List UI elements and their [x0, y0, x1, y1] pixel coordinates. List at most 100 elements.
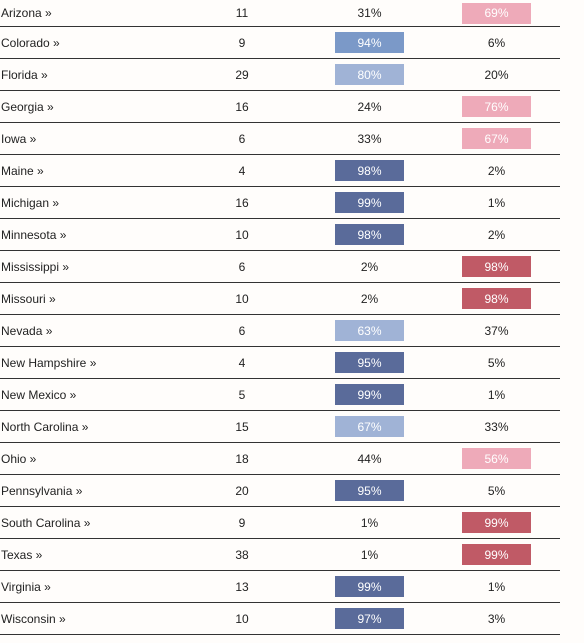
- electoral-votes-cell: 6: [238, 259, 246, 274]
- state-cell: Florida »: [1, 59, 221, 90]
- rep-win-percentage: 67%: [462, 128, 531, 149]
- table-row: Arizona » 11 31% 69%: [0, 0, 560, 27]
- state-link[interactable]: Mississippi »: [1, 259, 70, 274]
- table-row: Georgia » 16 24% 76%: [0, 91, 560, 123]
- rep-win-cell: 69%: [462, 0, 531, 26]
- dem-win-percentage: 99%: [335, 384, 404, 405]
- electoral-votes-cell: 10: [235, 291, 249, 306]
- rep-win-percentage: 2%: [487, 227, 506, 242]
- dem-win-cell: 95%: [335, 347, 404, 378]
- rep-win-percentage: 2%: [487, 163, 506, 178]
- rep-win-cell: 1%: [462, 571, 531, 602]
- state-link[interactable]: Minnesota »: [1, 227, 67, 242]
- dem-win-cell: 63%: [335, 315, 404, 346]
- rep-win-percentage: 1%: [487, 195, 506, 210]
- state-link[interactable]: Virginia »: [1, 579, 51, 594]
- dem-win-percentage: 98%: [335, 160, 404, 181]
- rep-win-percentage: 98%: [462, 256, 531, 277]
- table-row: Colorado » 9 94% 6%: [0, 27, 560, 59]
- state-link[interactable]: Colorado »: [1, 35, 60, 50]
- dem-win-percentage: 99%: [335, 576, 404, 597]
- dem-win-cell: 44%: [335, 443, 404, 474]
- electoral-votes-cell: 13: [235, 579, 249, 594]
- state-cell: Michigan »: [1, 187, 221, 218]
- state-cell: South Carolina »: [1, 507, 221, 538]
- table-row: Pennsylvania » 20 95% 5%: [0, 475, 560, 507]
- table-row: Iowa » 6 33% 67%: [0, 123, 560, 155]
- electoral-votes-cell: 4: [238, 163, 246, 178]
- table-row: Virginia » 13 99% 1%: [0, 571, 560, 603]
- state-cell: Missouri »: [1, 283, 221, 314]
- rep-win-percentage: 98%: [462, 288, 531, 309]
- state-cell: Nevada »: [1, 315, 221, 346]
- state-link[interactable]: Georgia »: [1, 99, 54, 114]
- state-link[interactable]: South Carolina »: [1, 515, 91, 530]
- rep-win-cell: 33%: [462, 411, 531, 442]
- dem-win-percentage: 63%: [335, 320, 404, 341]
- table-row: Missouri » 10 2% 98%: [0, 283, 560, 315]
- state-link[interactable]: Missouri »: [1, 291, 56, 306]
- rep-win-cell: 1%: [462, 379, 531, 410]
- rep-win-percentage: 20%: [484, 67, 509, 82]
- rep-win-cell: 37%: [462, 315, 531, 346]
- dem-win-percentage: 98%: [335, 224, 404, 245]
- rep-win-percentage: 76%: [462, 96, 531, 117]
- state-link[interactable]: Pennsylvania »: [1, 483, 83, 498]
- dem-win-cell: 99%: [335, 571, 404, 602]
- rep-win-percentage: 5%: [487, 483, 506, 498]
- table-row: Maine » 4 98% 2%: [0, 155, 560, 187]
- dem-win-percentage: 1%: [360, 547, 379, 562]
- table-row: Texas » 38 1% 99%: [0, 539, 560, 571]
- state-link[interactable]: Texas »: [1, 547, 43, 562]
- dem-win-percentage: 24%: [357, 99, 382, 114]
- electoral-votes-cell: 16: [235, 99, 249, 114]
- rep-win-percentage: 1%: [487, 387, 506, 402]
- rep-win-percentage: 3%: [487, 611, 506, 626]
- state-link[interactable]: Arizona »: [1, 6, 52, 20]
- electoral-votes-cell: 15: [235, 419, 249, 434]
- rep-win-cell: 99%: [462, 507, 531, 538]
- state-link[interactable]: Ohio »: [1, 451, 37, 466]
- table-row: Michigan » 16 99% 1%: [0, 187, 560, 219]
- state-cell: North Carolina »: [1, 411, 221, 442]
- rep-win-percentage: 6%: [487, 35, 506, 50]
- state-cell: Ohio »: [1, 443, 221, 474]
- dem-win-percentage: 31%: [357, 6, 382, 20]
- dem-win-cell: 2%: [335, 283, 404, 314]
- rep-win-cell: 76%: [462, 91, 531, 122]
- rep-win-cell: 3%: [462, 603, 531, 634]
- rep-win-cell: 67%: [462, 123, 531, 154]
- rep-win-percentage: 99%: [462, 512, 531, 533]
- state-cell: Iowa »: [1, 123, 221, 154]
- electoral-votes-cell: 20: [235, 483, 249, 498]
- state-link[interactable]: Florida »: [1, 67, 48, 82]
- dem-win-cell: 31%: [335, 0, 404, 26]
- state-link[interactable]: North Carolina »: [1, 419, 89, 434]
- table-row: Nevada » 6 63% 37%: [0, 315, 560, 347]
- state-link[interactable]: Wisconsin »: [1, 611, 66, 626]
- dem-win-percentage: 33%: [357, 131, 382, 146]
- state-link[interactable]: Michigan »: [1, 195, 60, 210]
- rep-win-cell: 2%: [462, 219, 531, 250]
- state-cell: Minnesota »: [1, 219, 221, 250]
- dem-win-cell: 98%: [335, 155, 404, 186]
- table-row: North Carolina » 15 67% 33%: [0, 411, 560, 443]
- table-row: New Mexico » 5 99% 1%: [0, 379, 560, 411]
- state-link[interactable]: Iowa »: [1, 131, 37, 146]
- table-row: South Carolina » 9 1% 99%: [0, 507, 560, 539]
- electoral-votes-cell: 16: [235, 195, 249, 210]
- state-link[interactable]: New Mexico »: [1, 387, 77, 402]
- state-cell: Pennsylvania »: [1, 475, 221, 506]
- dem-win-cell: 94%: [335, 27, 404, 58]
- state-cell: Virginia »: [1, 571, 221, 602]
- electoral-votes-cell: 6: [238, 131, 246, 146]
- dem-win-cell: 1%: [335, 539, 404, 570]
- rep-win-percentage: 5%: [487, 355, 506, 370]
- state-link[interactable]: New Hampshire »: [1, 355, 97, 370]
- electoral-votes-cell: 29: [235, 67, 249, 82]
- state-link[interactable]: Maine »: [1, 163, 44, 178]
- dem-win-percentage: 2%: [360, 291, 379, 306]
- state-link[interactable]: Nevada »: [1, 323, 53, 338]
- dem-win-percentage: 1%: [360, 515, 379, 530]
- rep-win-cell: 99%: [462, 539, 531, 570]
